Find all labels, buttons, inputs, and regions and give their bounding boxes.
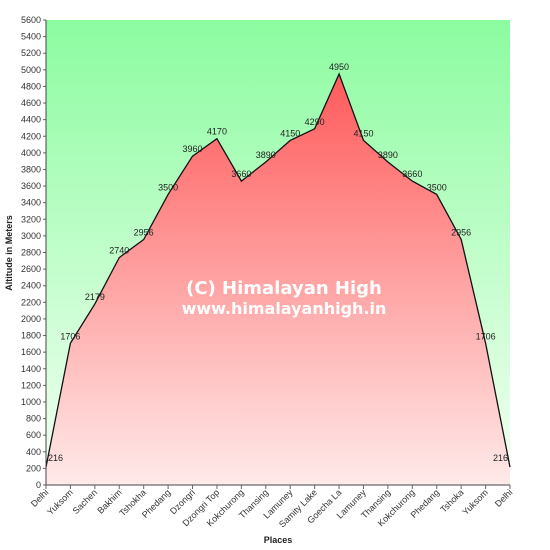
y-tick-label: 1800 bbox=[21, 331, 41, 341]
data-label: 3660 bbox=[231, 169, 251, 179]
data-label: 3960 bbox=[183, 144, 203, 154]
y-tick-label: 4400 bbox=[21, 115, 41, 125]
y-tick-label: 400 bbox=[26, 447, 41, 457]
data-label: 4950 bbox=[329, 62, 349, 72]
y-axis-ticks: 0 200 400 600 800 1000 1200 1400 1600 1800 2000 220… bbox=[21, 15, 46, 490]
x-axis-title: Places bbox=[264, 535, 293, 545]
y-tick-label: 1200 bbox=[21, 380, 41, 390]
y-tick-label: 5600 bbox=[21, 15, 41, 25]
data-label: 4150 bbox=[280, 128, 300, 138]
x-axis-ticks: DelhiYuksomSachenBakhimTshokhaPhedangDzo… bbox=[29, 485, 515, 529]
y-axis-title: Altitude in Meters bbox=[4, 215, 14, 291]
data-label: 3890 bbox=[378, 150, 398, 160]
data-label: 4150 bbox=[353, 128, 373, 138]
y-tick-label: 2600 bbox=[21, 264, 41, 274]
y-tick-label: 2400 bbox=[21, 281, 41, 291]
x-tick-label: Yuksom bbox=[45, 487, 75, 517]
y-tick-label: 4000 bbox=[21, 148, 41, 158]
data-label: 216 bbox=[493, 453, 508, 463]
data-label: 3500 bbox=[427, 182, 447, 192]
data-label: 1706 bbox=[476, 331, 496, 341]
watermark-line2: www.himalayanhigh.in bbox=[182, 299, 387, 318]
y-tick-label: 3000 bbox=[21, 231, 41, 241]
data-label: 3500 bbox=[158, 182, 178, 192]
y-tick-label: 2800 bbox=[21, 248, 41, 258]
y-tick-label: 1400 bbox=[21, 364, 41, 374]
data-label: 4170 bbox=[207, 127, 227, 137]
y-tick-label: 5200 bbox=[21, 48, 41, 58]
altitude-area bbox=[46, 74, 510, 485]
y-tick-label: 2000 bbox=[21, 314, 41, 324]
y-tick-label: 3200 bbox=[21, 214, 41, 224]
y-tick-label: 4200 bbox=[21, 131, 41, 141]
y-tick-label: 4800 bbox=[21, 81, 41, 91]
y-tick-label: 3600 bbox=[21, 181, 41, 191]
altitude-line bbox=[45, 72, 511, 468]
data-label: 2956 bbox=[134, 228, 154, 238]
y-tick-label: 2200 bbox=[21, 297, 41, 307]
data-labels: 216 1706 2179 2740 2956 3500 3960 4170 3660 3890 4… bbox=[48, 62, 508, 463]
x-tick-label: Yuksom bbox=[460, 487, 490, 517]
y-tick-label: 600 bbox=[26, 430, 41, 440]
watermark-line1: (C) Himalayan High bbox=[186, 278, 382, 299]
y-tick-label: 0 bbox=[36, 480, 41, 490]
x-tick-label: Sachen bbox=[71, 487, 100, 516]
x-tick-label: Delhi bbox=[493, 487, 515, 509]
y-tick-label: 1000 bbox=[21, 397, 41, 407]
data-label: 4290 bbox=[305, 117, 325, 127]
data-label: 2956 bbox=[451, 228, 471, 238]
y-tick-label: 5400 bbox=[21, 32, 41, 42]
y-tick-label: 1600 bbox=[21, 347, 41, 357]
data-label: 3890 bbox=[256, 150, 276, 160]
y-tick-label: 3400 bbox=[21, 198, 41, 208]
axes bbox=[45, 20, 510, 486]
data-label: 2740 bbox=[109, 245, 129, 255]
y-tick-label: 200 bbox=[26, 463, 41, 473]
data-label: 3660 bbox=[402, 169, 422, 179]
x-tick-label: Delhi bbox=[29, 487, 51, 509]
data-label: 1706 bbox=[60, 331, 80, 341]
y-tick-label: 5000 bbox=[21, 65, 41, 75]
data-label: 2179 bbox=[85, 292, 105, 302]
y-tick-label: 4600 bbox=[21, 98, 41, 108]
y-tick-label: 3800 bbox=[21, 164, 41, 174]
data-label: 216 bbox=[48, 453, 63, 463]
y-tick-label: 800 bbox=[26, 414, 41, 424]
